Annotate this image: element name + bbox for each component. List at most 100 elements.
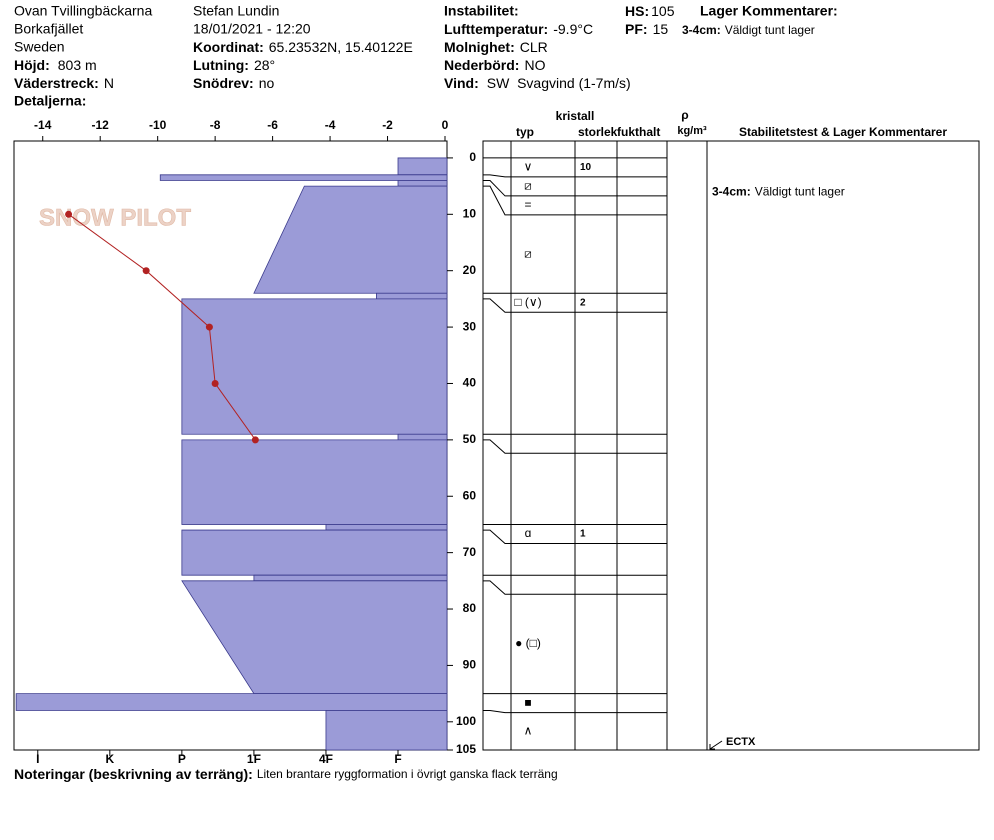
- y-tick-label: 10: [463, 206, 477, 220]
- value: CLR: [520, 39, 548, 55]
- observer: Stefan Lundin: [193, 3, 279, 19]
- label: Koordinat:: [193, 39, 264, 55]
- details-label: Detaljerna:: [14, 93, 86, 109]
- layer-comment: 3-4cm: Väldigt tunt lager: [712, 185, 845, 199]
- instability-label: Instabilitet:: [444, 3, 519, 19]
- hardness-bar: [397, 157, 448, 176]
- y-tick-label: 100: [456, 714, 476, 728]
- x-tick-label: -8: [210, 118, 221, 132]
- y-tick-label: 30: [463, 319, 477, 333]
- site-range: Borkafjället: [14, 21, 83, 37]
- value: -9.9°C: [553, 21, 593, 37]
- hardness-bar: [181, 529, 448, 576]
- text: Liten brantare ryggformation i övrigt ga…: [257, 767, 558, 781]
- label: PF:: [625, 21, 648, 37]
- label: Molnighet:: [444, 39, 515, 55]
- hardness-tick-label: K: [105, 752, 114, 766]
- value: 28°: [254, 57, 275, 73]
- x-tick-label: -2: [382, 118, 393, 132]
- layer-comment: 3-4cm: Väldigt tunt lager: [682, 23, 815, 37]
- column-header: typ: [516, 125, 534, 139]
- grain-type: □ (∨): [514, 295, 541, 309]
- hardness-bar: [15, 693, 448, 711]
- hardness-bar: [397, 433, 448, 441]
- label: Höjd:: [14, 57, 50, 73]
- value: 15: [653, 21, 669, 37]
- column-header: fukthalt: [617, 125, 660, 139]
- value: 65.23532N, 15.40122E: [269, 39, 413, 55]
- x-tick-label: -14: [34, 118, 52, 132]
- hardness-bar: [253, 185, 448, 294]
- grain-size: 2: [580, 297, 586, 308]
- y-tick-label: 50: [463, 432, 477, 446]
- notes: Noteringar (beskrivning av terräng): Lite…: [14, 766, 558, 782]
- aspect: Väderstreck: N: [14, 75, 114, 91]
- wind: Vind: SW Svagvind (1-7m/s): [444, 75, 631, 91]
- x-tick-label: -10: [149, 118, 167, 132]
- grain-type: ∧: [524, 723, 533, 737]
- layer-comments-label: Lager Kommentarer:: [700, 3, 838, 19]
- hardness-tick-label: F: [394, 752, 401, 766]
- grain-type: ɑ: [525, 526, 532, 540]
- grain-size: 10: [580, 162, 592, 173]
- layer-connector: [483, 174, 511, 178]
- hardness-tick-label: 1F: [247, 752, 261, 766]
- value: no: [259, 75, 275, 91]
- site-country: Sweden: [14, 39, 65, 55]
- layer-connector: [483, 439, 511, 454]
- x-tick-label: -12: [92, 118, 110, 132]
- grain-type: ■: [524, 695, 531, 709]
- value: NO: [524, 57, 545, 73]
- grain-type: ● (□): [515, 636, 541, 650]
- precipitation: Nederbörd: NO: [444, 57, 546, 73]
- temperature-point: [211, 379, 219, 387]
- hardness-bar: [181, 298, 448, 435]
- x-tick-label: -6: [267, 118, 278, 132]
- layer-connector: [483, 298, 511, 313]
- hardness-tick-label: I: [36, 752, 39, 766]
- hardness-bar: [181, 580, 448, 695]
- column-header: ρ: [681, 108, 688, 122]
- y-tick-label: 20: [463, 263, 477, 277]
- temperature-point: [251, 436, 259, 444]
- stability-test: ECTX: [726, 736, 756, 748]
- value: SW Svagvind (1-7m/s): [487, 75, 631, 91]
- label: Snödrev:: [193, 75, 254, 91]
- label: Väderstreck:: [14, 75, 99, 91]
- slope: Lutning: 28°: [193, 57, 275, 73]
- label: Lufttemperatur:: [444, 21, 548, 37]
- grain-type: ∨: [524, 160, 533, 174]
- hardness-tick-label: P: [178, 752, 186, 766]
- hardness-bar: [181, 439, 448, 525]
- wind-loading: Snödrev: no: [193, 75, 274, 91]
- hs: HS: 105: [625, 3, 675, 19]
- y-tick-label: 80: [463, 601, 477, 615]
- label: Lutning:: [193, 57, 249, 73]
- text: Väldigt tunt lager: [725, 23, 815, 37]
- datetime: 18/01/2021 - 12:20: [193, 21, 311, 37]
- layer-table-frame: [482, 140, 980, 751]
- hardness-bar: [159, 174, 448, 181]
- label: HS:: [625, 3, 649, 19]
- column-header: storlek: [578, 125, 618, 139]
- coordinates: Koordinat: 65.23532N, 15.40122E: [193, 39, 413, 55]
- range: 3-4cm:: [712, 185, 751, 199]
- watermark: SNOW PILOT: [39, 204, 191, 231]
- label: Noteringar (beskrivning av terräng):: [14, 766, 253, 782]
- pf: PF: 15: [625, 21, 668, 37]
- y-tick-label: 60: [463, 488, 477, 502]
- layer-connector: [483, 580, 511, 595]
- y-tick-label: 90: [463, 658, 477, 672]
- temperature-point: [65, 210, 73, 218]
- hardness-bar: [325, 524, 448, 531]
- test-arrowhead: [709, 744, 715, 750]
- grain-type: =: [524, 198, 531, 212]
- layer-connector: [483, 179, 511, 197]
- value: N: [104, 75, 114, 91]
- temperature-point: [142, 267, 150, 275]
- label: Nederbörd:: [444, 57, 519, 73]
- y-tick-label: 40: [463, 376, 477, 390]
- label: Vind:: [444, 75, 479, 91]
- grain-type: ⧄: [524, 246, 532, 260]
